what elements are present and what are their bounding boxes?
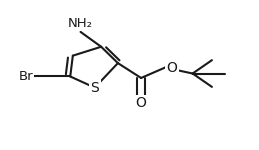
Text: S: S — [90, 81, 99, 95]
Text: NH₂: NH₂ — [68, 17, 93, 30]
Text: O: O — [166, 61, 177, 75]
Text: Br: Br — [18, 70, 33, 83]
Text: O: O — [136, 96, 147, 110]
